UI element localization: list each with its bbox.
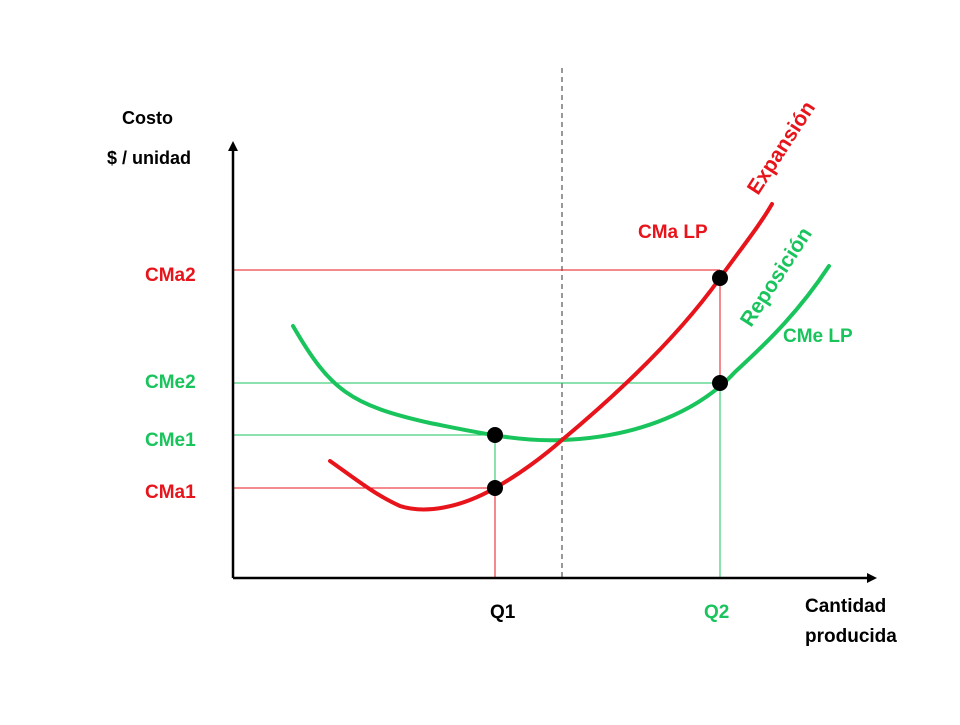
expansion-zone-label: Expansión xyxy=(743,97,820,199)
average-cost-curve xyxy=(291,264,831,443)
x-axis-label-line1: Cantidad xyxy=(805,596,886,617)
point-q1-marginal xyxy=(487,480,503,496)
point-q1-average xyxy=(487,427,503,443)
y-tick-cma1: CMa1 xyxy=(145,482,196,503)
marginal-curve-label: CMa LP xyxy=(638,222,708,243)
y-axis-label-line2: $ / unidad xyxy=(107,148,191,168)
point-q2-average xyxy=(712,375,728,391)
x-tick-q2: Q2 xyxy=(704,602,729,623)
y-tick-cme2: CMe2 xyxy=(145,372,196,393)
point-q2-marginal xyxy=(712,270,728,286)
x-tick-q1: Q1 xyxy=(490,602,516,623)
y-tick-cma2: CMa2 xyxy=(145,265,196,286)
average-curve-label: CMe LP xyxy=(783,326,853,347)
y-tick-cme1: CMe1 xyxy=(145,430,196,451)
x-axis-label-line2: producida xyxy=(805,626,897,647)
y-axis-label-line1: Costo xyxy=(122,108,173,128)
marginal-cost-curve xyxy=(328,202,774,512)
